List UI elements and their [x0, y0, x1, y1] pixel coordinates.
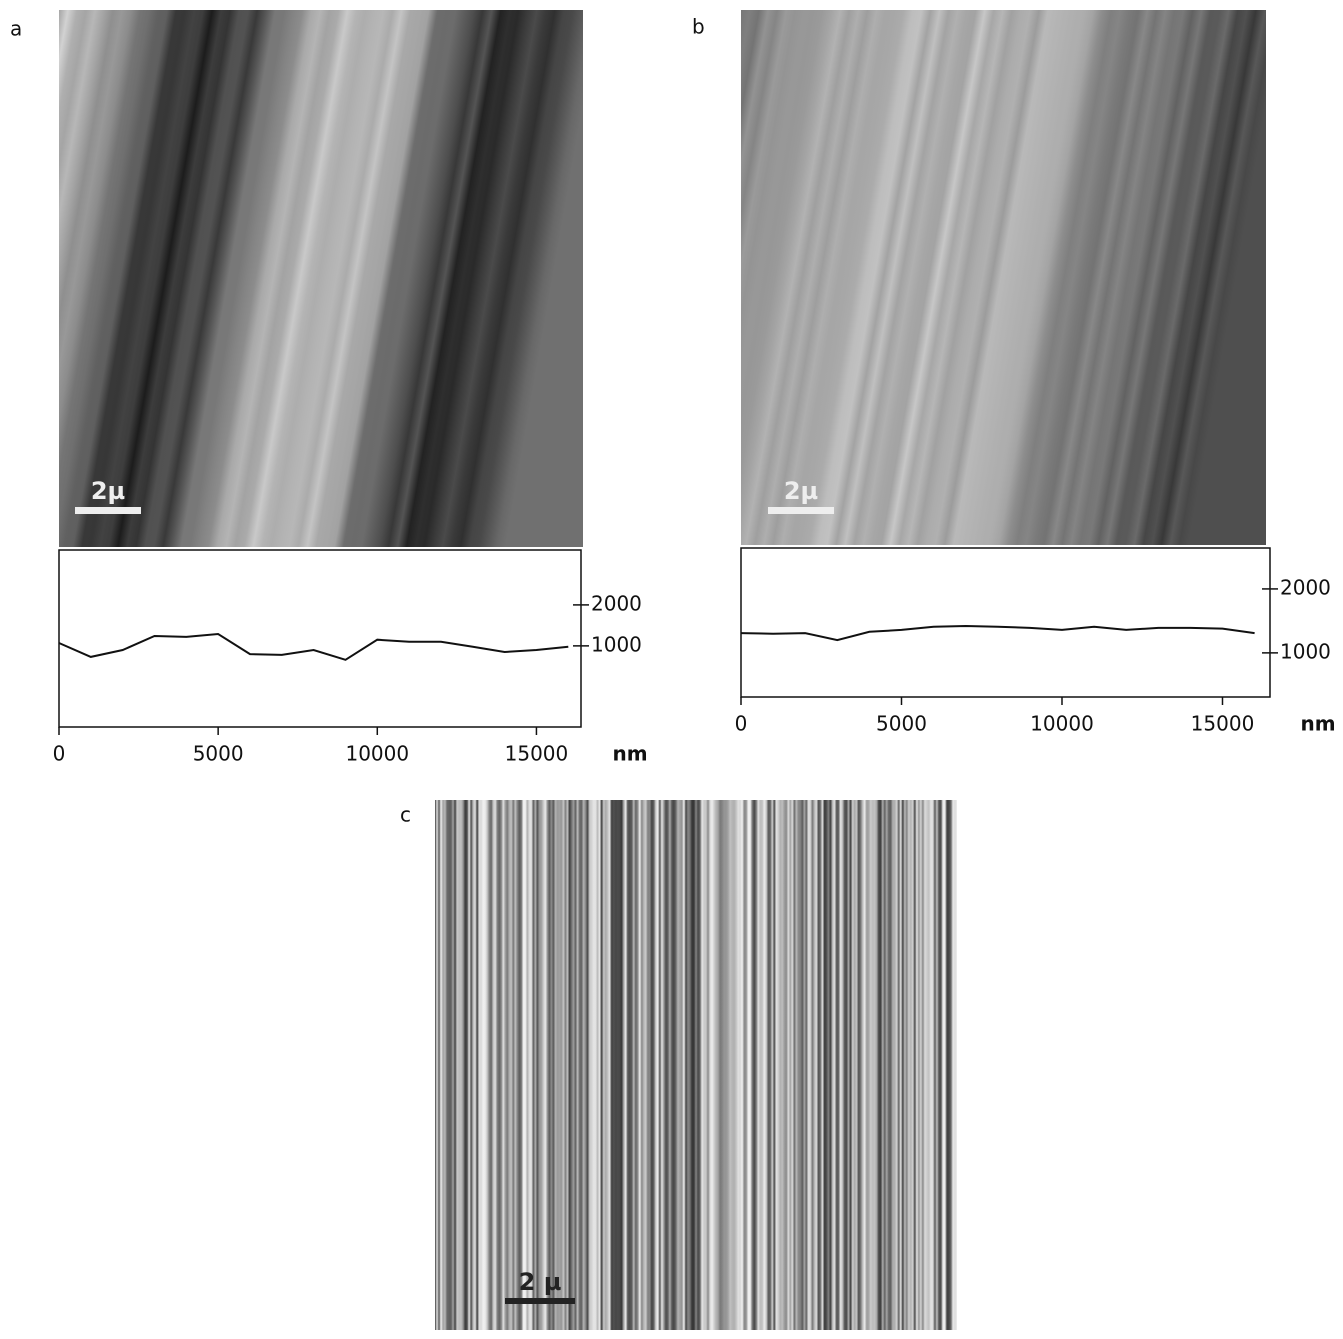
x-tick-label: 0	[53, 742, 66, 766]
scale-bar	[75, 507, 141, 514]
plot-frame	[740, 547, 1271, 698]
y-tick-label: 1000	[1280, 639, 1331, 663]
profile-line	[58, 632, 569, 661]
panel-label: c	[400, 803, 411, 827]
panel-label: a	[10, 17, 22, 41]
profile-line	[740, 624, 1255, 642]
y-tick-label: 2000	[591, 591, 642, 615]
y-tick-label: 1000	[591, 632, 642, 656]
x-tick-label: 0	[735, 712, 748, 736]
panel-label: b	[692, 15, 705, 39]
y-tick-label: 2000	[1280, 575, 1331, 599]
plot-frame	[58, 549, 582, 728]
scale-bar	[768, 507, 834, 514]
x-axis-label: nm	[612, 742, 647, 766]
x-tick-label: 10000	[345, 742, 409, 766]
micrograph	[435, 800, 957, 1330]
x-tick-label: 15000	[505, 742, 569, 766]
micrograph	[741, 10, 1266, 545]
scale-bar	[505, 1298, 575, 1304]
x-axis-label: nm	[1300, 712, 1335, 736]
x-tick-label: 10000	[1030, 712, 1094, 736]
scale-label: 2 µ	[519, 1268, 562, 1296]
scale-label: 2µ	[784, 477, 818, 505]
x-tick-label: 15000	[1191, 712, 1255, 736]
x-tick-label: 5000	[876, 712, 927, 736]
scale-label: 2µ	[91, 477, 125, 505]
x-tick-label: 5000	[193, 742, 244, 766]
micrograph	[59, 10, 583, 547]
